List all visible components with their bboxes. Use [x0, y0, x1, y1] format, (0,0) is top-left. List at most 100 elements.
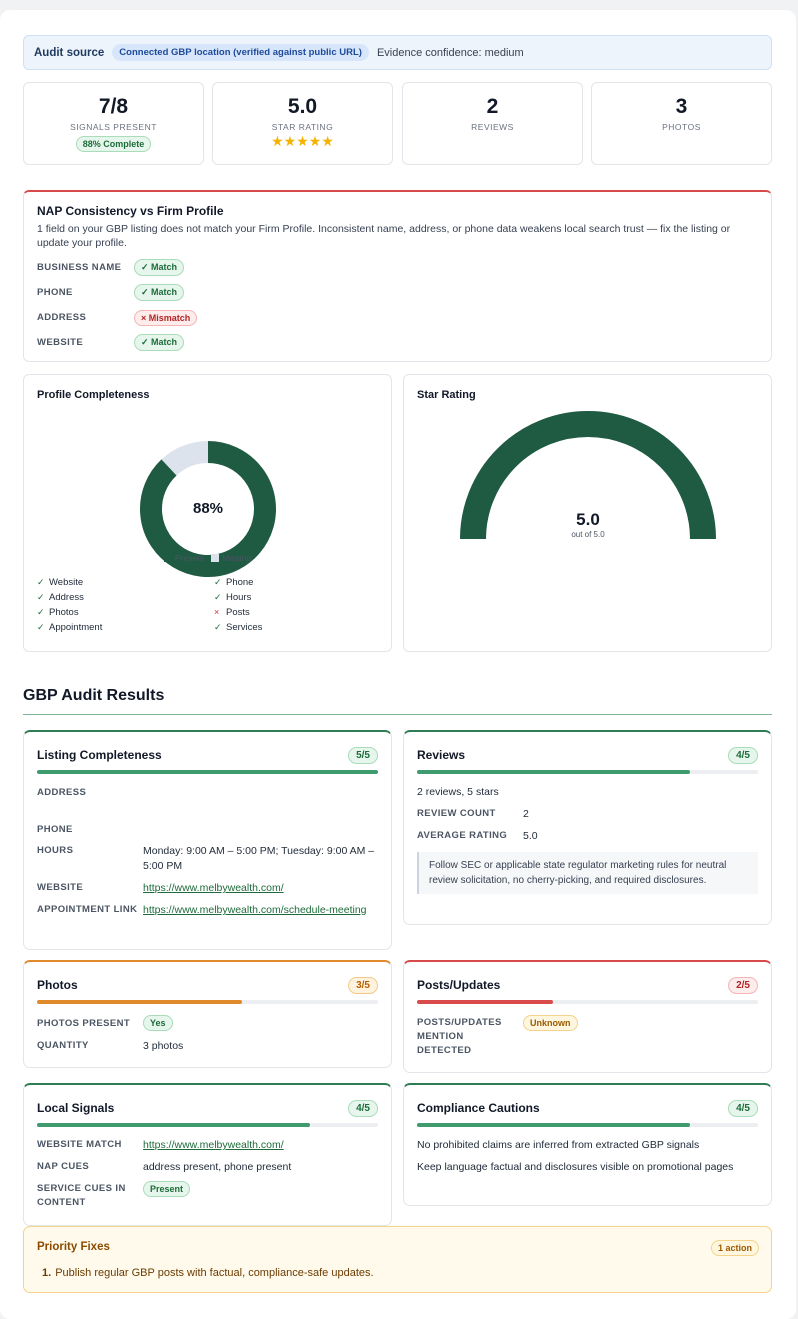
field-row: QUANTITY 3 photos	[37, 1039, 378, 1054]
nap-field: WEBSITE	[37, 337, 84, 348]
star-rating-panel: Star Rating 5.0 out of 5.0	[403, 374, 772, 652]
nap-field: PHONE	[37, 287, 73, 298]
completeness-checklist: ✓ Website ✓ Phone ✓ Address ✓ Hours ✓ Photos …	[37, 577, 387, 633]
score-badge: 4/5	[348, 1099, 378, 1117]
audit-source-label: Audit source	[34, 46, 105, 59]
action-count-badge: 1 action	[710, 1240, 759, 1256]
field-row: PHONE	[37, 823, 378, 837]
gauge-fill	[460, 411, 716, 540]
score-bar	[37, 1000, 378, 1004]
check-icon: ✓	[214, 592, 222, 602]
website-link[interactable]: https://www.melbywealth.com/	[143, 882, 284, 894]
donut-slice-missing	[161, 441, 209, 476]
field-key: NAP CUES	[37, 1161, 90, 1172]
field-key: AVERAGE RATING	[417, 830, 508, 841]
check-item: ✓ Photos	[37, 607, 214, 618]
field-key: HOURS	[37, 845, 74, 856]
average-rating: 5.0	[523, 830, 538, 842]
compliance-line: No prohibited claims are inferred from e…	[417, 1139, 700, 1151]
priority-fix-item: 1. Publish regular GBP posts with factual…	[42, 1267, 374, 1279]
score-bar	[417, 770, 758, 774]
appointment-link[interactable]: https://www.melbywealth.com/schedule-mee…	[143, 904, 367, 916]
check-label: Address	[49, 592, 84, 603]
cross-icon: ×	[214, 607, 220, 617]
field-row: AVERAGE RATING 5.0	[417, 829, 758, 844]
reviews-card: Reviews 4/5 2 reviews, 5 stars REVIEW COU…	[403, 730, 772, 925]
field-row: WEBSITE MATCH https://www.melbywealth.com…	[37, 1138, 378, 1153]
score-bar-fill	[37, 1000, 242, 1004]
mismatch-badge: × Mismatch	[134, 309, 198, 326]
check-icon: ✓	[214, 622, 222, 632]
match-badge: ✓ Match	[134, 284, 185, 301]
match-badge: ✓ Match	[134, 259, 185, 276]
evidence-confidence: Evidence confidence: medium	[376, 46, 524, 59]
field-key: WEBSITE MATCH	[37, 1139, 122, 1150]
check-item: ✓ Services	[214, 622, 391, 633]
check-label: Services	[226, 622, 263, 633]
stat-label: STAR RATING	[271, 122, 334, 132]
priority-fixes-panel: Priority Fixes 1 action 1. Publish regula…	[23, 1226, 772, 1293]
check-icon: ✓	[37, 622, 45, 632]
stat-value: 3	[675, 95, 688, 118]
stat-value: 7/8	[98, 95, 129, 118]
card-title: Posts/Updates	[417, 978, 501, 992]
compliance-cautions-card: Compliance Cautions 4/5 No prohibited cla…	[403, 1083, 772, 1206]
field-row: APPOINTMENT LINK https://www.melbywealth.…	[37, 903, 378, 918]
stat-label: SIGNALS PRESENT	[70, 122, 157, 132]
nap-title: NAP Consistency vs Firm Profile	[37, 204, 224, 218]
match-badge: ✓ Match	[134, 334, 185, 351]
field-row: HOURS Monday: 9:00 AM – 5:00 PM; Tuesday:…	[37, 844, 378, 874]
fix-text: Publish regular GBP posts with factual, …	[55, 1267, 374, 1279]
score-bar-fill	[37, 770, 378, 774]
field-key: REVIEW COUNT	[417, 808, 496, 819]
posts-status-badge: Unknown	[523, 1015, 578, 1031]
field-row: SERVICE CUES IN CONTENT Present	[37, 1181, 378, 1210]
nap-row: ADDRESS × Mismatch	[37, 305, 758, 330]
compliance-note: Follow SEC or applicable state regulator…	[417, 852, 758, 894]
field-row: PHOTOS PRESENT Yes	[37, 1015, 378, 1031]
field-row: NAP CUES address present, phone present	[37, 1160, 378, 1175]
card-title: Photos	[37, 978, 78, 992]
nap-description: 1 field on your GBP listing does not mat…	[37, 223, 731, 249]
panel-title: Profile Completeness	[37, 389, 150, 401]
nap-cues-value: address present, phone present	[143, 1161, 292, 1173]
nap-field: BUSINESS NAME	[37, 262, 122, 273]
profile-completeness-panel: Profile Completeness 88% Present Missing…	[23, 374, 392, 652]
check-item: ✓ Phone	[214, 577, 391, 588]
local-signals-card: Local Signals 4/5 WEBSITE MATCH https://ww…	[23, 1083, 392, 1226]
check-label: Posts	[226, 607, 250, 618]
field-key: WEBSITE	[37, 882, 84, 893]
section-divider	[23, 714, 772, 715]
gauge-sub-label: out of 5.0	[571, 530, 605, 539]
listing-completeness-card: Listing Completeness 5/5 ADDRESS PHONE HO…	[23, 730, 392, 950]
review-count: 2	[523, 808, 529, 820]
website-match-link[interactable]: https://www.melbywealth.com/	[143, 1139, 284, 1151]
check-label: Hours	[226, 592, 252, 603]
posts-updates-card: Posts/Updates 2/5 POSTS/UPDATES MENTION D…	[403, 960, 772, 1073]
legend-swatch-present	[163, 554, 172, 562]
stat-reviews: 2 REVIEWS	[402, 82, 583, 165]
check-item: ✓ Hours	[214, 592, 391, 603]
donut-center-label: 88%	[193, 500, 223, 517]
check-icon: ✓	[37, 577, 45, 587]
score-bar-fill	[417, 1000, 554, 1004]
check-item: ✓ Website	[37, 577, 214, 588]
score-badge: 4/5	[728, 1099, 758, 1117]
connection-badge: Connected GBP location (verified against…	[112, 44, 369, 61]
check-icon: ✓	[37, 607, 45, 617]
score-bar	[37, 770, 378, 774]
panel-title: Star Rating	[417, 389, 476, 401]
stat-star-rating: 5.0 STAR RATING ★★★★★	[212, 82, 393, 165]
check-label: Phone	[226, 577, 254, 588]
check-icon: ✓	[214, 577, 222, 587]
fix-number: 1.	[42, 1267, 52, 1279]
field-key: PHOTOS PRESENT	[37, 1017, 131, 1029]
field-row: REVIEW COUNT 2	[417, 807, 758, 822]
card-title: Listing Completeness	[37, 748, 162, 762]
card-title: Local Signals	[37, 1101, 115, 1115]
legend-present: Present	[174, 553, 205, 563]
card-title: Compliance Cautions	[417, 1101, 540, 1115]
stat-signals: 7/8 SIGNALS PRESENT 88% Complete	[23, 82, 204, 165]
check-label: Photos	[49, 607, 79, 618]
completeness-donut-chart: 88%	[140, 441, 276, 577]
